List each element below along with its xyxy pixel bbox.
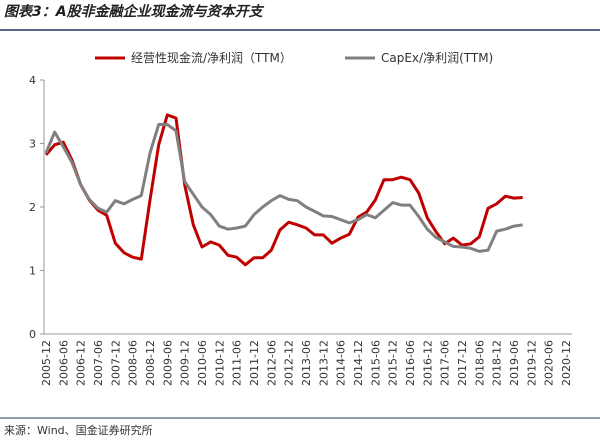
series-line (44, 113, 523, 267)
x-tick-label: 2009-06 (161, 340, 174, 386)
x-tick-label: 2005-12 (40, 340, 53, 386)
x-tick-label: 2016-06 (404, 340, 417, 386)
chart-title: 图表3：A股非金融企业现金流与资本开支 (4, 3, 265, 20)
x-tick-label: 2008-06 (127, 340, 140, 386)
x-tick-label: 2016-12 (421, 340, 434, 386)
x-tick-label: 2006-06 (57, 340, 70, 386)
y-tick-label: 3 (29, 138, 36, 151)
x-tick-label: 2015-12 (387, 340, 400, 386)
x-tick-label: 2008-12 (144, 340, 157, 386)
x-tick-label: 2013-06 (300, 340, 313, 386)
series-line (44, 123, 523, 253)
y-tick-label: 1 (29, 265, 36, 278)
y-tick-label: 2 (29, 201, 36, 214)
x-tick-label: 2017-06 (439, 340, 452, 386)
x-tick-label: 2020-12 (560, 340, 573, 386)
x-tick-label: 2010-12 (213, 340, 226, 386)
x-tick-label: 2011-12 (248, 340, 261, 386)
x-tick-label: 2017-12 (456, 340, 469, 386)
x-tick-label: 2019-12 (525, 340, 538, 386)
x-tick-label: 2012-12 (283, 340, 296, 386)
x-tick-label: 2014-12 (352, 340, 365, 386)
x-tick-label: 2014-06 (335, 340, 348, 386)
x-tick-label: 2007-12 (109, 340, 122, 386)
x-tick-label: 2010-06 (196, 340, 209, 386)
source: 来源：Wind、国金证券研究所 (4, 423, 153, 437)
y-tick-label: 4 (29, 74, 36, 87)
x-tick-label: 2015-06 (369, 340, 382, 386)
x-tick-label: 2006-12 (75, 340, 88, 386)
x-tick-label: 2013-12 (317, 340, 330, 386)
x-tick-label: 2020-06 (543, 340, 556, 386)
x-tick-label: 2011-06 (231, 340, 244, 386)
y-tick-label: 0 (29, 328, 36, 341)
x-tick-label: 2018-12 (491, 340, 504, 386)
x-tick-label: 2007-06 (92, 340, 105, 386)
x-tick-label: 2009-12 (179, 340, 192, 386)
legend-label: 经营性现金流/净利润（TTM） (131, 50, 292, 65)
x-tick-label: 2019-06 (508, 340, 521, 386)
x-tick-label: 2012-06 (265, 340, 278, 386)
legend-label: CapEx/净利润(TTM) (381, 51, 493, 65)
x-tick-label: 2018-06 (473, 340, 486, 386)
